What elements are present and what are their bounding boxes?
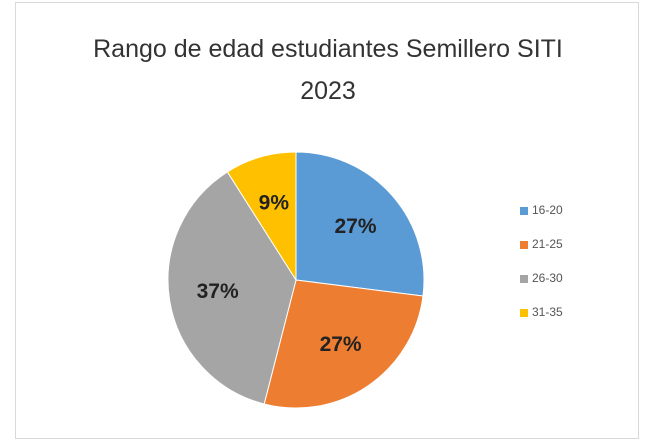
pie-slice <box>263 279 424 409</box>
data-label: 9% <box>259 191 290 214</box>
legend-swatch <box>520 309 528 317</box>
legend-swatch <box>520 275 528 283</box>
pie-slice <box>226 151 297 282</box>
data-label: 27% <box>320 333 362 356</box>
chart-title: Rango de edad estudiantes Semillero SITI… <box>93 35 563 105</box>
chart-frame <box>15 2 639 439</box>
data-label: 37% <box>197 280 239 303</box>
legend-label: 31-35 <box>532 305 563 319</box>
pie-slice <box>295 151 425 297</box>
legend-label: 16-20 <box>532 203 563 217</box>
legend-label: 21-25 <box>532 237 563 251</box>
legend-swatch <box>520 207 528 215</box>
legend-label: 26-30 <box>532 271 563 285</box>
data-label: 27% <box>335 215 377 238</box>
legend-swatch <box>520 241 528 249</box>
